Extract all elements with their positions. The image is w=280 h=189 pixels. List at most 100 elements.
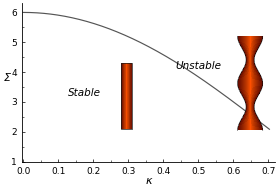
Bar: [252, 82, 253, 83]
Bar: [242, 36, 244, 37]
Bar: [252, 96, 253, 97]
Bar: [247, 53, 248, 54]
Bar: [250, 106, 251, 107]
Bar: [246, 40, 247, 41]
Bar: [248, 110, 249, 111]
Bar: [253, 47, 254, 48]
Bar: [248, 114, 249, 115]
Bar: [246, 87, 247, 88]
Bar: [243, 95, 244, 96]
Bar: [244, 50, 245, 51]
Bar: [248, 53, 249, 54]
Bar: [247, 98, 248, 99]
Bar: [251, 52, 252, 53]
Bar: [255, 86, 256, 87]
Bar: [252, 85, 253, 86]
Bar: [242, 71, 243, 72]
Bar: [258, 127, 260, 128]
Bar: [241, 37, 242, 38]
Bar: [245, 102, 246, 103]
Bar: [248, 80, 249, 81]
Bar: [237, 36, 239, 37]
Bar: [258, 94, 259, 95]
Bar: [247, 91, 248, 92]
Bar: [254, 62, 255, 63]
Bar: [257, 45, 258, 46]
Bar: [241, 36, 242, 37]
Bar: [257, 94, 258, 95]
Bar: [251, 103, 252, 104]
Bar: [239, 37, 240, 38]
Bar: [246, 49, 247, 50]
Bar: [240, 124, 241, 125]
Bar: [251, 38, 252, 39]
Bar: [247, 92, 248, 93]
Bar: [243, 41, 244, 42]
Bar: [237, 129, 239, 130]
Bar: [243, 97, 244, 98]
Bar: [243, 119, 244, 120]
Bar: [249, 108, 250, 109]
Bar: [251, 49, 252, 50]
Bar: [248, 64, 249, 65]
Bar: [246, 114, 247, 115]
Bar: [250, 39, 251, 40]
Bar: [259, 82, 260, 83]
Bar: [250, 109, 251, 110]
Bar: [249, 41, 250, 42]
Bar: [241, 89, 242, 90]
Bar: [259, 36, 260, 37]
Bar: [243, 72, 244, 73]
Bar: [248, 61, 249, 62]
Bar: [243, 122, 244, 123]
Bar: [257, 82, 258, 83]
Bar: [251, 120, 252, 121]
Bar: [244, 86, 245, 87]
Bar: [241, 72, 242, 73]
Bar: [259, 75, 260, 76]
Bar: [249, 60, 250, 61]
Bar: [248, 40, 249, 41]
Bar: [245, 43, 246, 44]
Bar: [260, 41, 261, 42]
Bar: [253, 102, 254, 103]
Bar: [240, 126, 241, 127]
Bar: [248, 65, 249, 66]
Bar: [254, 114, 255, 115]
Bar: [243, 40, 244, 41]
Bar: [251, 114, 252, 115]
Bar: [243, 117, 244, 118]
Bar: [261, 85, 262, 86]
Bar: [259, 93, 260, 94]
Bar: [249, 75, 250, 76]
Bar: [253, 123, 254, 124]
Bar: [249, 113, 250, 114]
Bar: [240, 75, 241, 76]
Bar: [248, 100, 249, 101]
Bar: [256, 47, 257, 48]
Bar: [256, 119, 257, 120]
Bar: [244, 42, 245, 43]
Bar: [240, 42, 241, 43]
Bar: [249, 65, 250, 66]
Bar: [261, 37, 262, 38]
Bar: [244, 48, 245, 49]
Bar: [245, 125, 246, 126]
Bar: [244, 89, 245, 90]
Bar: [250, 37, 251, 38]
Bar: [245, 91, 246, 92]
Bar: [255, 42, 256, 43]
Bar: [261, 36, 262, 37]
Bar: [250, 100, 251, 101]
Bar: [245, 67, 246, 68]
Bar: [246, 61, 247, 62]
Bar: [246, 63, 247, 64]
Bar: [247, 93, 248, 94]
Bar: [248, 60, 249, 61]
Bar: [256, 86, 257, 87]
Bar: [254, 95, 255, 96]
Bar: [261, 82, 262, 83]
Bar: [256, 50, 257, 51]
Bar: [252, 37, 253, 38]
Bar: [250, 45, 251, 46]
